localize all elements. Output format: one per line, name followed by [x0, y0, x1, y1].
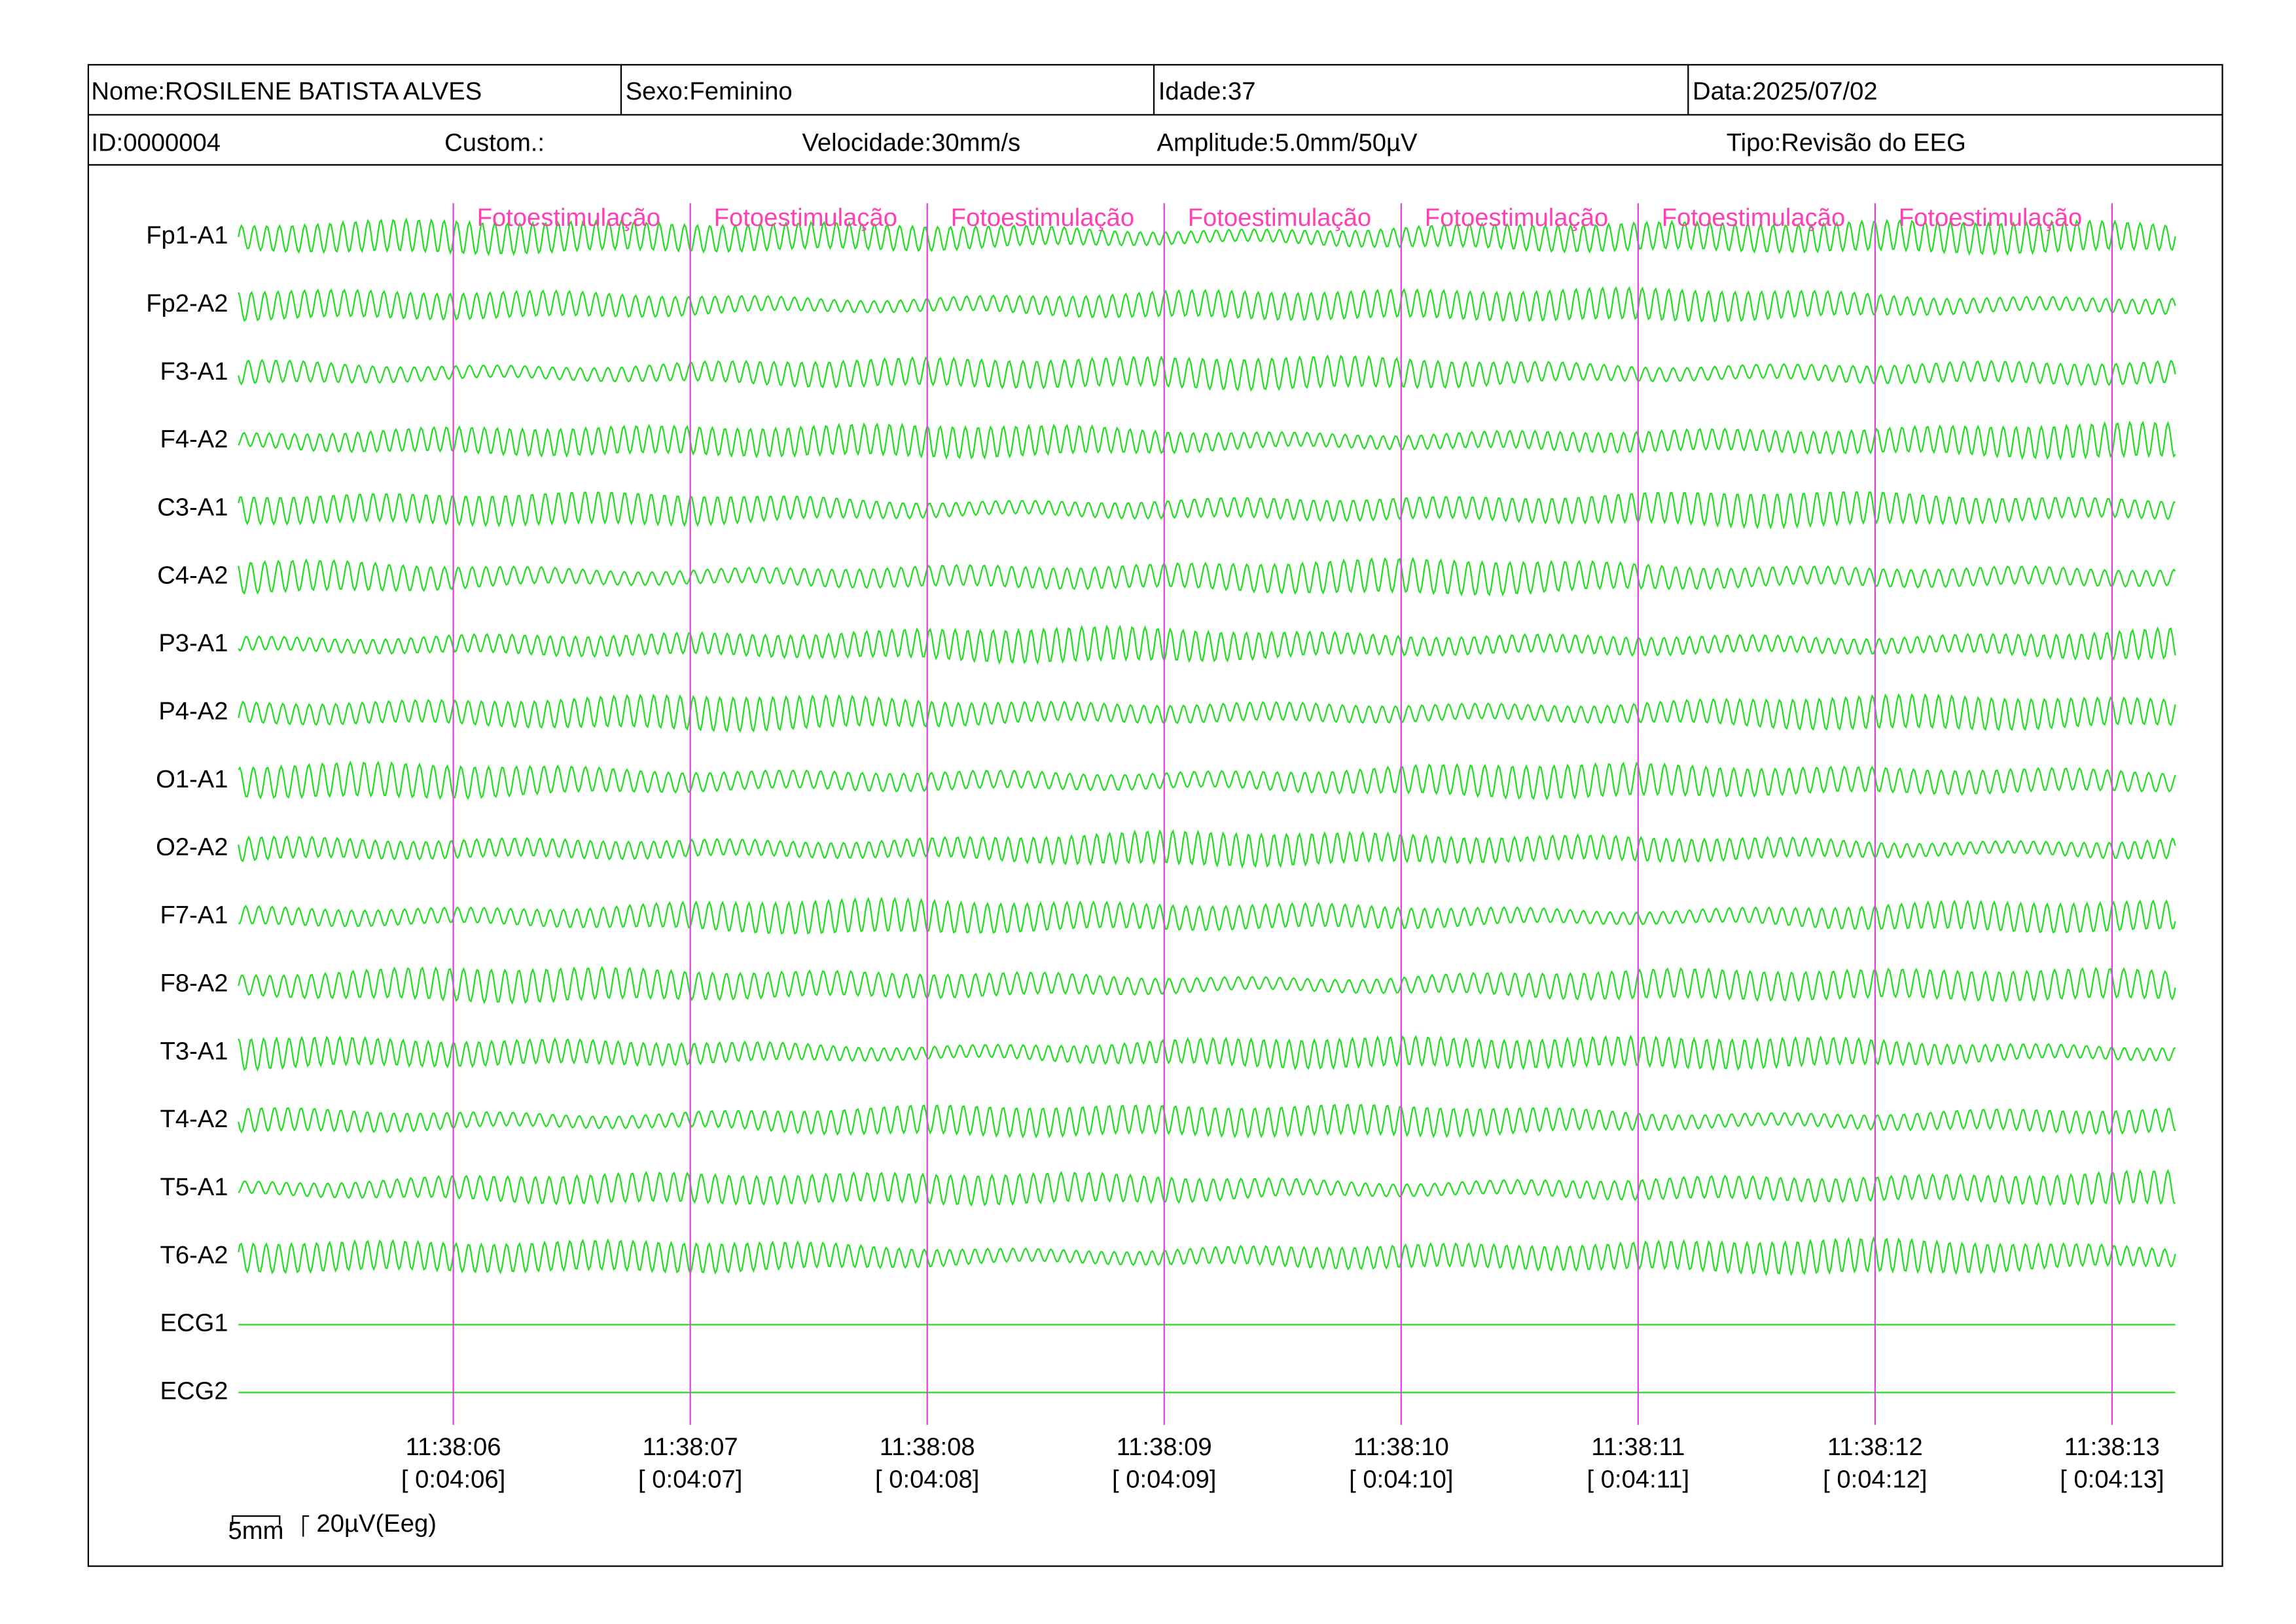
- event-marker: Fotoestimulação: [714, 204, 897, 232]
- header-field: Tipo:Revisão do EEG: [1727, 128, 1966, 156]
- eeg-trace: [238, 420, 2176, 461]
- time-clock: 11:38:09: [1117, 1433, 1212, 1461]
- time-elapsed: [ 0:04:13]: [2060, 1465, 2164, 1493]
- time-elapsed: [ 0:04:11]: [1587, 1465, 1690, 1493]
- header-field: ID:0000004: [91, 128, 221, 156]
- channel-label: F3-A1: [160, 357, 228, 386]
- channel-label: F7-A1: [160, 901, 228, 929]
- channel-label: T3-A1: [160, 1037, 228, 1065]
- time-clock: 11:38:08: [880, 1433, 975, 1461]
- channel-label: P3-A1: [158, 629, 228, 657]
- frame: [87, 63, 2223, 1567]
- channel-label: Fp2-A2: [146, 289, 228, 317]
- eeg-trace: [238, 1104, 2176, 1139]
- event-marker: Fotoestimulação: [1188, 204, 1371, 232]
- event-marker: Fotoestimulação: [1425, 204, 1608, 232]
- channel-label: O1-A1: [156, 765, 228, 793]
- eeg-trace: [238, 965, 2176, 1005]
- time-clock: 11:38:12: [1827, 1433, 1923, 1461]
- channel-label: P4-A2: [158, 697, 228, 725]
- time-elapsed: [ 0:04:07]: [638, 1465, 742, 1493]
- annotations: 11:38:06 [ 0:04:06] 11:38:07 [ 0:04:07] 11:3…: [401, 203, 2164, 1493]
- eeg-trace: [238, 624, 2176, 665]
- eeg-trace: [238, 217, 2176, 257]
- eeg-trace: [238, 1236, 2176, 1276]
- channel-label: T6-A2: [160, 1241, 228, 1269]
- eeg-trace: [238, 896, 2176, 935]
- time-clock: 11:38:11: [1591, 1433, 1685, 1461]
- amplitude-scale: 20µV(Eeg): [316, 1509, 436, 1538]
- eeg-trace: [238, 354, 2176, 392]
- channel-label: C4-A2: [157, 561, 228, 589]
- header-field: Sexo:Feminino: [626, 77, 793, 105]
- event-marker: Fotoestimulação: [951, 204, 1134, 232]
- eeg-trace: [238, 829, 2176, 869]
- time-elapsed: [ 0:04:06]: [401, 1465, 505, 1493]
- time-elapsed: [ 0:04:10]: [1349, 1465, 1453, 1493]
- channel-label: T5-A1: [160, 1173, 228, 1201]
- eeg-trace: [238, 556, 2176, 597]
- eeg-trace: [238, 1034, 2176, 1072]
- eeg-trace: [238, 286, 2176, 323]
- event-marker: Fotoestimulação: [1899, 204, 2082, 232]
- channel-label: T4-A2: [160, 1105, 228, 1133]
- time-clock: 11:38:07: [643, 1433, 738, 1461]
- channel-label: C3-A1: [157, 494, 228, 522]
- header-field: Velocidade:30mm/s: [802, 128, 1021, 156]
- time-clock: 11:38:10: [1354, 1433, 1449, 1461]
- header-field: Idade:37: [1158, 77, 1256, 105]
- traces: [238, 217, 2176, 1394]
- channel-label: F8-A2: [160, 969, 228, 997]
- eeg-trace: [238, 491, 2176, 530]
- amplitude-scale-bar: [302, 1515, 310, 1537]
- header-field: Data:2025/07/02: [1693, 77, 1878, 105]
- time-clock: 11:38:13: [2064, 1433, 2160, 1461]
- header-field: Amplitude:5.0mm/50µV: [1157, 128, 1418, 156]
- event-marker: Fotoestimulação: [477, 204, 660, 232]
- time-scale: 5mm: [228, 1517, 284, 1545]
- channel-label: ECG1: [160, 1309, 228, 1337]
- time-elapsed: [ 0:04:12]: [1823, 1465, 1927, 1493]
- header-field: Custom.:: [444, 128, 545, 156]
- time-scale-bar: [232, 1515, 281, 1525]
- event-marker: Fotoestimulação: [1662, 204, 1845, 232]
- time-elapsed: [ 0:04:09]: [1112, 1465, 1216, 1493]
- header-field: Nome:ROSILENE BATISTA ALVES: [91, 77, 482, 105]
- channel-label: Fp1-A1: [146, 221, 228, 249]
- channel-label: ECG2: [160, 1377, 228, 1405]
- eeg-trace: [238, 693, 2176, 733]
- eeg-trace: [238, 1168, 2176, 1207]
- eeg-trace: [238, 760, 2176, 801]
- time-clock: 11:38:06: [406, 1433, 501, 1461]
- time-elapsed: [ 0:04:08]: [875, 1465, 979, 1493]
- channel-label: O2-A2: [156, 833, 228, 861]
- channel-label: F4-A2: [160, 425, 228, 454]
